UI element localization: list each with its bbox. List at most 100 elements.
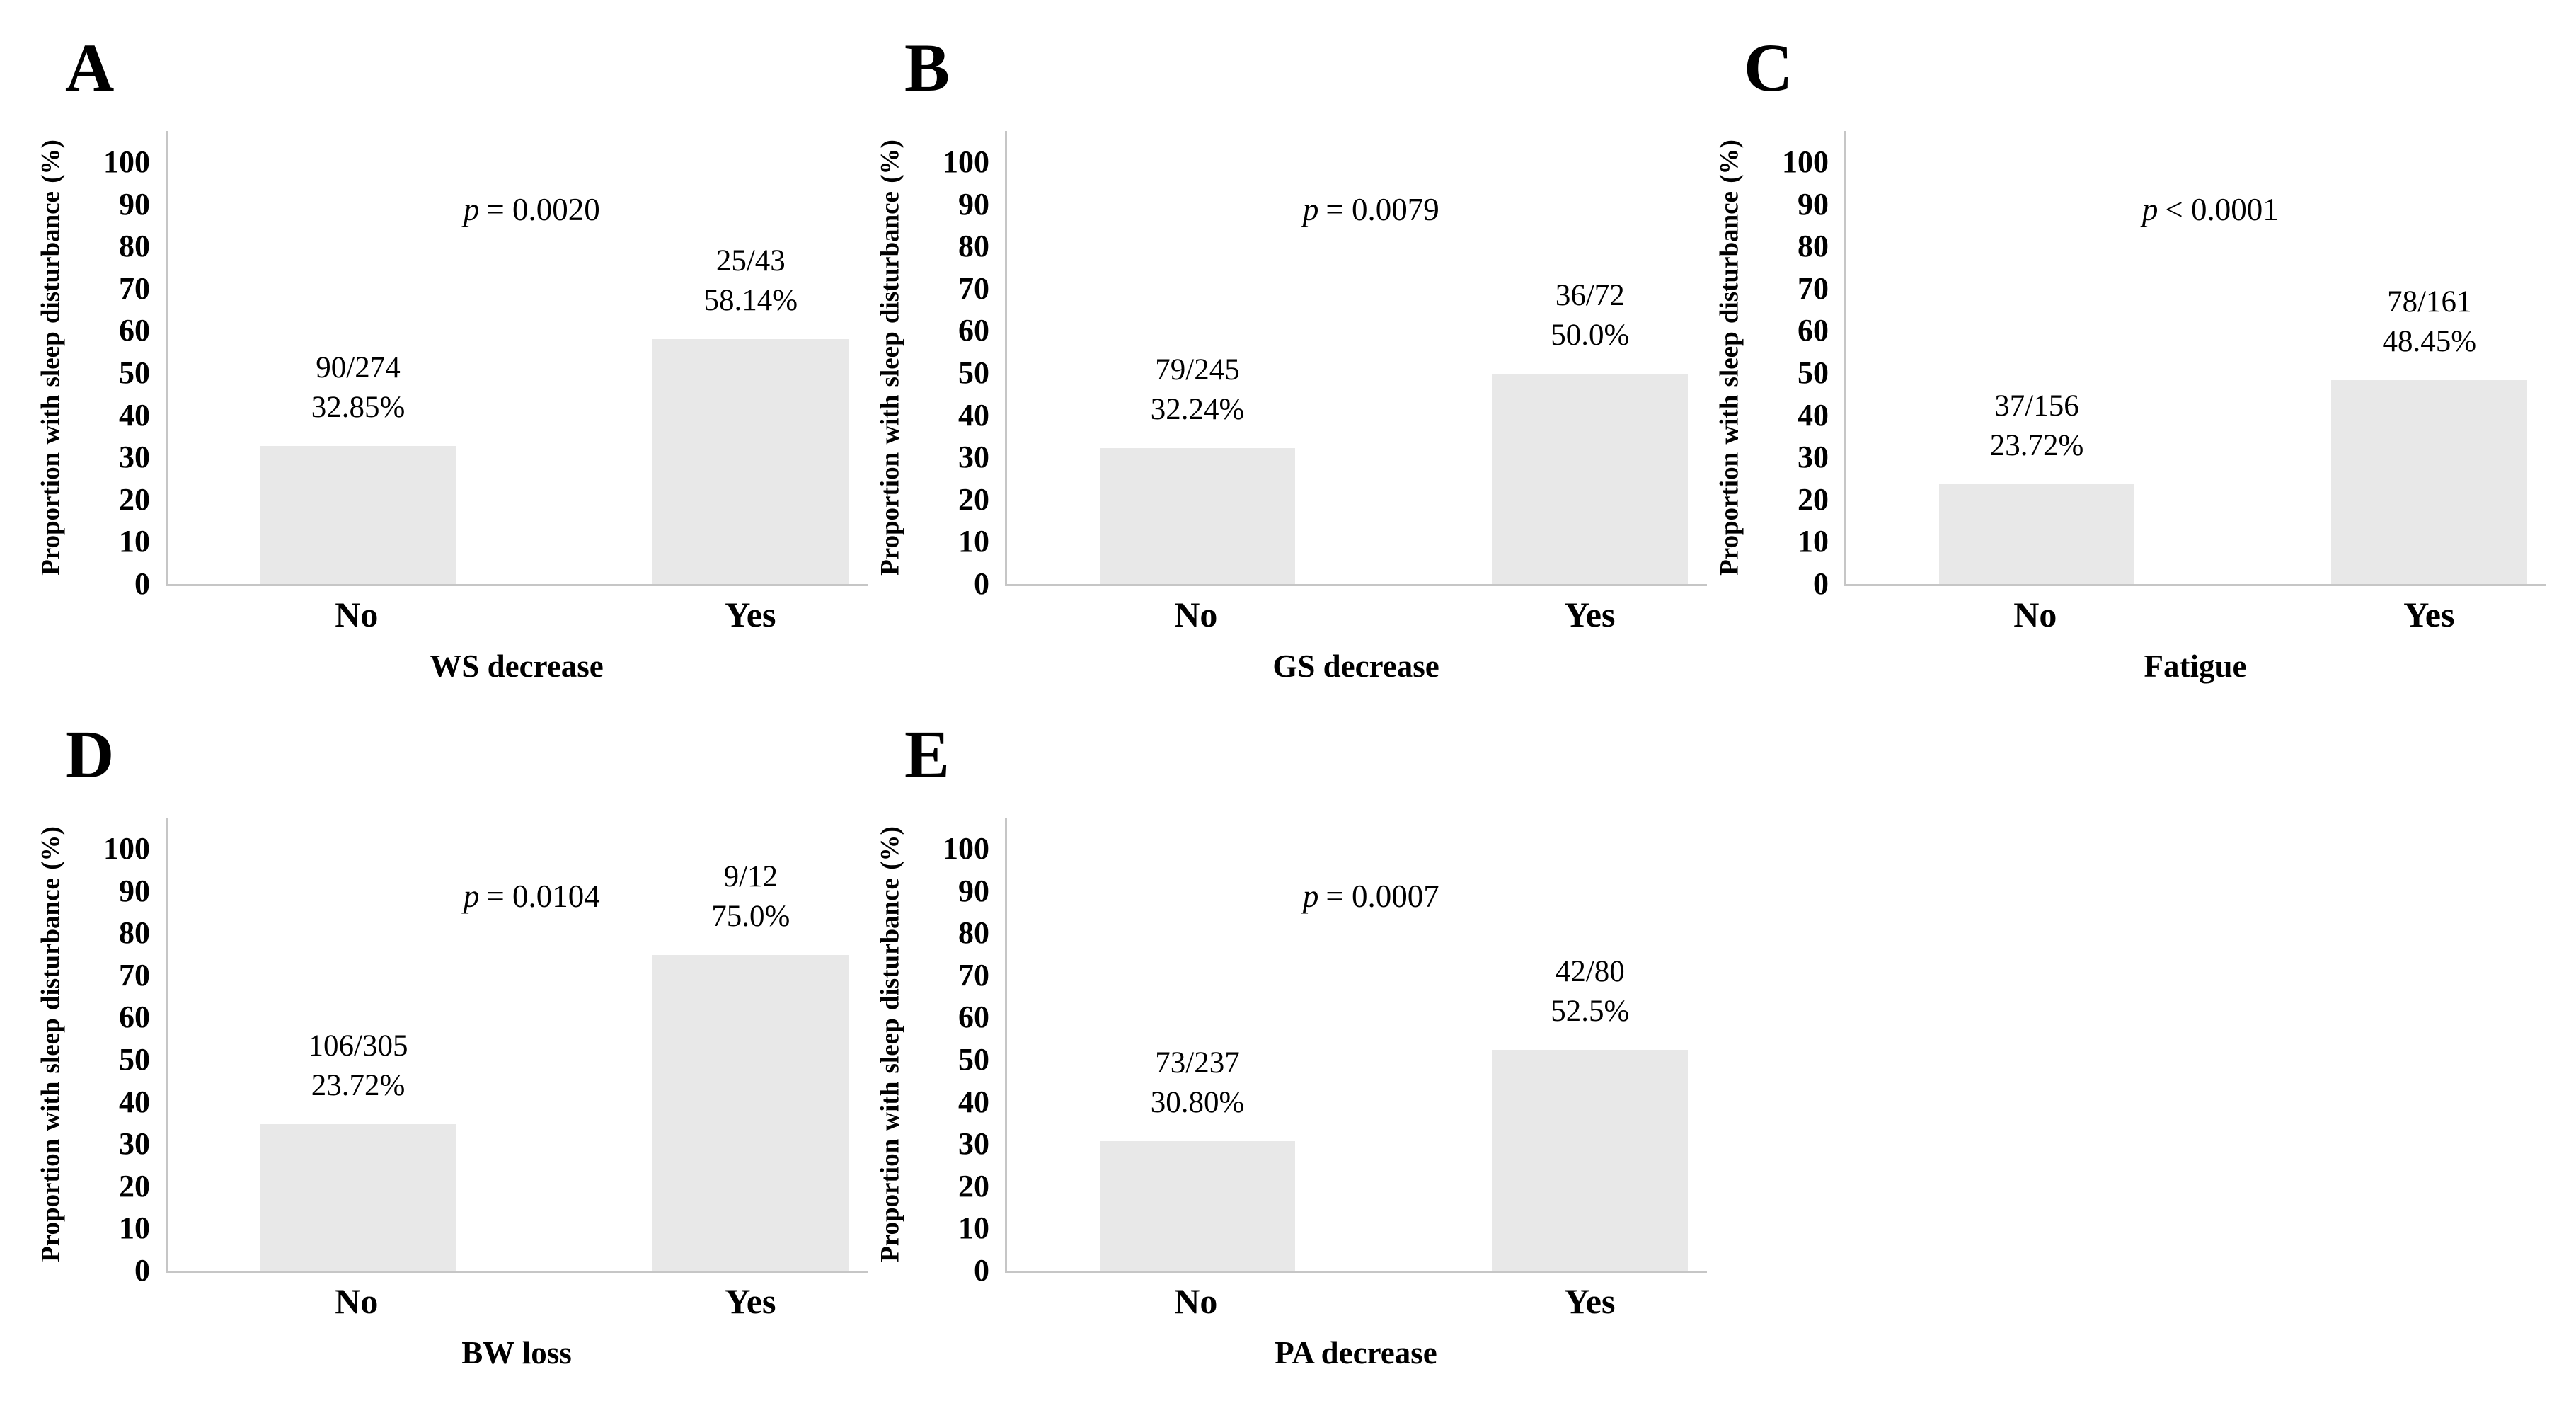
x-category-yes: Yes [725, 1281, 776, 1321]
y-axis-title: Proportion with sleep disturbance (%) [875, 826, 905, 1262]
y-tick-label: 60 [119, 1000, 150, 1035]
y-tick-label: 100 [943, 831, 989, 866]
panel-d: D Proportion with sleep disturbance (%) … [28, 716, 868, 1373]
y-axis-title-column: Proportion with sleep disturbance (%) [1707, 131, 1752, 584]
bar-group-no: 73/237 30.80% [1099, 818, 1296, 1271]
y-tick-label: 70 [119, 957, 150, 992]
x-category-labels: No Yes [166, 593, 868, 636]
pct-label: 32.85% [311, 390, 406, 424]
y-tick-label: 50 [958, 1041, 989, 1077]
pct-label: 50.0% [1551, 318, 1630, 352]
bar-group-no: 106/305 23.72% [260, 818, 456, 1271]
bar-group-no: 79/245 32.24% [1099, 131, 1296, 584]
pct-label: 48.45% [2382, 324, 2477, 358]
y-tick-label: 30 [119, 1126, 150, 1162]
y-tick-label: 80 [119, 229, 150, 264]
x-category-yes: Yes [2403, 595, 2455, 634]
x-category-labels: No Yes [1005, 593, 1707, 636]
p-value-label: p = 0.0079 [1303, 191, 1439, 228]
y-tick-label: 30 [1798, 440, 1829, 475]
y-tick-label: 0 [1813, 566, 1829, 601]
y-tick-label: 40 [119, 1084, 150, 1119]
p-value-text: = 0.0104 [486, 879, 600, 914]
panel-letter: B [904, 30, 950, 105]
bar-label: 90/274 32.85% [311, 348, 406, 428]
x-category-yes: Yes [1564, 595, 1616, 634]
x-category-yes: Yes [1564, 1281, 1616, 1321]
pct-label: 52.5% [1551, 994, 1630, 1028]
y-axis-title-column: Proportion with sleep disturbance (%) [28, 818, 74, 1271]
y-tick-label: 90 [119, 186, 150, 222]
y-tick-label: 20 [958, 1168, 989, 1203]
panel-letter: D [65, 716, 115, 792]
bar-group-yes: 9/12 75.0% [652, 818, 849, 1271]
x-axis-title: Fatigue [2144, 648, 2247, 684]
bar-group-yes: 78/161 48.45% [2331, 131, 2528, 584]
bar-label: 73/237 30.80% [1151, 1043, 1245, 1123]
y-tick-label: 60 [1798, 313, 1829, 348]
count-label: 78/161 [2387, 285, 2472, 319]
y-tick-label: 20 [958, 481, 989, 517]
y-tick-label: 30 [119, 440, 150, 475]
count-label: 79/245 [1155, 353, 1240, 387]
panel-c: C Proportion with sleep disturbance (%) … [1707, 34, 2546, 686]
y-axis-ticks: 100 90 80 70 60 50 40 30 20 10 0 [913, 833, 1005, 1286]
p-value-text: < 0.0001 [2165, 192, 2279, 227]
pct-label: 75.0% [711, 899, 790, 933]
count-label: 73/237 [1155, 1046, 1240, 1080]
y-tick-label: 0 [974, 1252, 989, 1288]
pct-label: 32.24% [1150, 393, 1245, 427]
y-tick-label: 40 [119, 397, 150, 433]
y-tick-label: 60 [119, 313, 150, 348]
x-category-no: No [1174, 1281, 1218, 1321]
y-tick-label: 90 [119, 873, 150, 908]
y-axis-title-column: Proportion with sleep disturbance (%) [868, 131, 913, 584]
p-symbol: p [2141, 192, 2158, 227]
bar-no [1099, 1140, 1296, 1271]
panel-e: E Proportion with sleep disturbance (%) … [868, 716, 1707, 1373]
bar-group-yes: 36/72 50.0% [1492, 131, 1689, 584]
bar-label: 36/72 50.0% [1551, 276, 1629, 355]
x-category-no: No [1174, 595, 1218, 634]
bar-no [260, 1124, 456, 1271]
y-tick-label: 90 [958, 186, 989, 222]
bar-group-yes: 25/43 58.14% [652, 131, 849, 584]
chart-area: Proportion with sleep disturbance (%) 10… [868, 818, 1707, 1286]
plot-area: p = 0.0020 90/274 32.85% 25/43 58.14% [166, 131, 868, 586]
count-label: 36/72 [1555, 278, 1625, 312]
p-value-label: p = 0.0007 [1303, 878, 1439, 915]
bar-label: 25/43 58.14% [704, 241, 798, 321]
bar-yes [1492, 373, 1689, 584]
bar-yes [652, 954, 849, 1271]
y-tick-label: 0 [134, 566, 150, 601]
y-tick-label: 30 [958, 1126, 989, 1162]
bar-label: 79/245 32.24% [1151, 350, 1245, 430]
x-axis-title: PA decrease [1275, 1335, 1437, 1371]
plot-area: p < 0.0001 37/156 23.72% 78/161 48.45% [1844, 131, 2546, 586]
y-tick-label: 80 [958, 915, 989, 951]
y-axis-title-column: Proportion with sleep disturbance (%) [28, 131, 74, 584]
y-tick-label: 20 [1798, 481, 1829, 517]
plot-area: p = 0.0007 73/237 30.80% 42/80 52.5% [1005, 818, 1707, 1273]
y-tick-label: 50 [1798, 355, 1829, 390]
y-axis-title: Proportion with sleep disturbance (%) [1715, 139, 1744, 576]
p-symbol: p [463, 879, 480, 914]
panel-letter: E [904, 716, 950, 792]
y-tick-label: 20 [119, 1168, 150, 1203]
bar-group-no: 37/156 23.72% [1938, 131, 2135, 584]
bar-yes [652, 339, 849, 584]
y-axis-ticks: 100 90 80 70 60 50 40 30 20 10 0 [74, 833, 166, 1286]
bar-group-no: 90/274 32.85% [260, 131, 456, 584]
y-tick-label: 70 [1798, 270, 1829, 306]
bar-yes [1492, 1049, 1689, 1271]
y-tick-label: 50 [958, 355, 989, 390]
y-axis-title: Proportion with sleep disturbance (%) [875, 139, 905, 576]
pct-label: 30.80% [1150, 1085, 1245, 1119]
panel-letter: A [65, 30, 115, 105]
bar-label: 42/80 52.5% [1551, 952, 1629, 1031]
y-tick-label: 20 [119, 481, 150, 517]
y-tick-label: 90 [958, 873, 989, 908]
bar-no [1938, 484, 2135, 584]
y-axis-title: Proportion with sleep disturbance (%) [36, 826, 66, 1262]
p-value-label: p = 0.0104 [464, 878, 600, 915]
